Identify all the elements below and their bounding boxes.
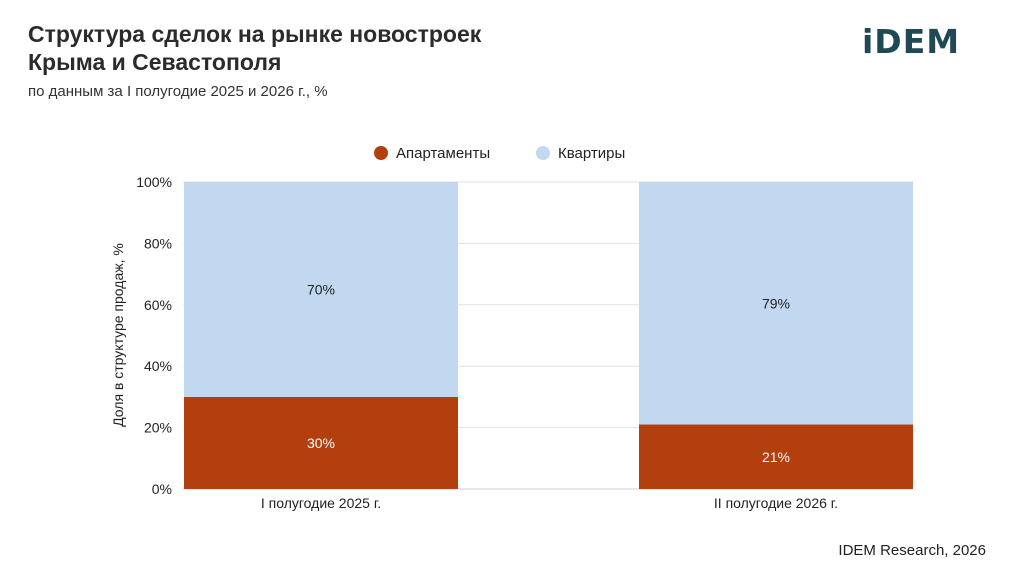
bars [184,182,913,489]
source-note: IDEM Research, 2026 [838,542,986,559]
title-line-2: Крыма и Севастополя [28,49,282,75]
y-tick-label: 20% [144,420,172,436]
chart-subtitle: по данным за I полугодие 2025 и 2026 г.,… [28,83,328,100]
bar-segment [184,396,458,489]
y-axis-ticks: 0% 20% 40% 60% 80% 100% [136,174,172,497]
legend-label: Квартиры [558,145,625,162]
legend-marker [536,146,550,160]
bar-segment [639,424,913,489]
y-tick-label: 60% [144,297,172,313]
bar-segment [184,182,458,397]
y-tick-label: 80% [144,235,172,251]
y-axis-label: Доля в структуре продаж, % [110,243,126,427]
legend: Апартаменты Квартиры [374,145,625,162]
y-tick-label: 40% [144,358,172,374]
data-label: 21% [762,449,790,465]
legend-marker [374,146,388,160]
idem-logo: iDEM [862,22,961,61]
chart-title: Структура сделок на рынке новостроек Кры… [28,20,628,76]
y-tick-label: 100% [136,174,172,190]
title-line-1: Структура сделок на рынке новостроек [28,21,482,47]
data-label: 30% [307,435,335,451]
x-tick-label: I полугодие 2025 г. [261,495,381,511]
x-axis-ticks: I полугодие 2025 г. II полугодие 2026 г. [261,495,838,511]
bar-segment [639,182,913,425]
x-tick-label: II полугодие 2026 г. [714,495,838,511]
data-labels: 30% 70% 21% 79% [307,281,790,464]
y-tick-label: 0% [152,481,172,497]
data-label: 70% [307,281,335,297]
legend-label: Апартаменты [396,145,490,162]
data-label: 79% [762,295,790,311]
